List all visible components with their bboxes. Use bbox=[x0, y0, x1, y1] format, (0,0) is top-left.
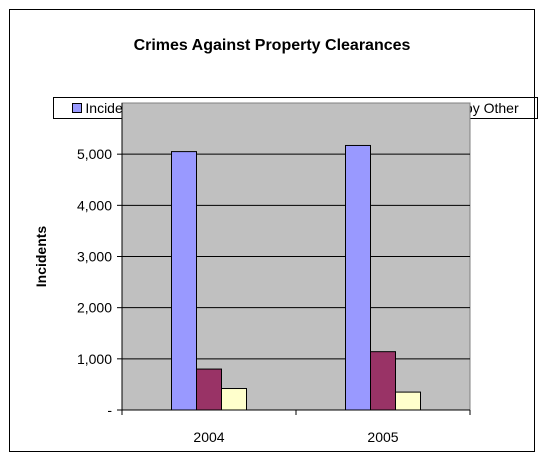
y-tick-label-3: 3,000 bbox=[77, 249, 112, 265]
legend-swatch-incidents-reported bbox=[72, 103, 83, 113]
bar-cleared-by-charge-2005 bbox=[370, 351, 396, 411]
bar-cleared-by-charge-2004 bbox=[196, 368, 222, 411]
y-tick-label-5: 5,000 bbox=[77, 146, 112, 162]
bar-cleared-by-other-2004 bbox=[221, 388, 247, 411]
y-axis-title: Incidents bbox=[33, 226, 49, 288]
chart-title: Crimes Against Property Clearances bbox=[133, 37, 411, 54]
y-tick-label-4: 4,000 bbox=[77, 197, 112, 213]
x-tick-label-2005: 2005 bbox=[367, 429, 398, 445]
y-tick-label-2: 2,000 bbox=[77, 300, 112, 316]
bar-incidents-reported-2005 bbox=[345, 144, 371, 411]
bar-incidents-reported-2004 bbox=[171, 151, 197, 411]
y-tick-label-0: - bbox=[107, 402, 112, 418]
y-tick-label-1: 1,000 bbox=[77, 351, 112, 367]
bar-cleared-by-other-2005 bbox=[395, 391, 421, 411]
x-tick-label-2004: 2004 bbox=[193, 429, 224, 445]
